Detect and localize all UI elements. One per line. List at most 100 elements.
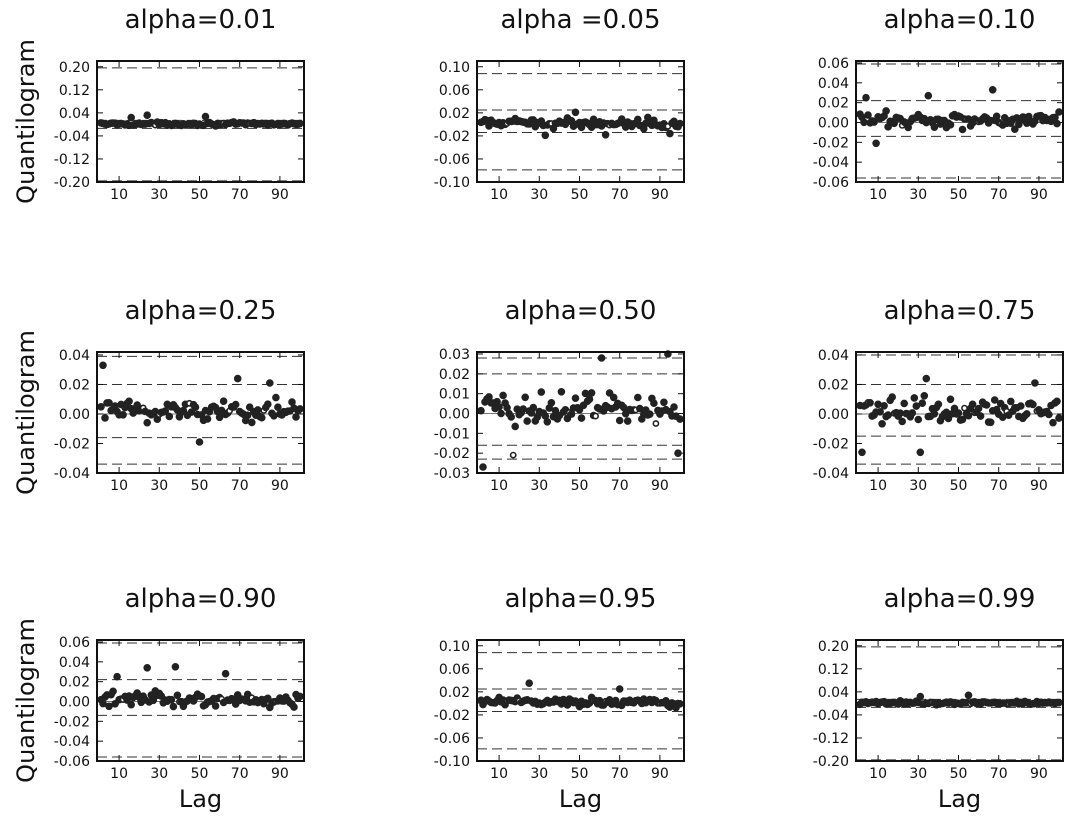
y-axis-label: Quantilogram xyxy=(12,39,40,204)
data-point xyxy=(884,411,892,419)
data-point xyxy=(986,418,995,427)
y-tick-label: 0.02 xyxy=(59,675,90,691)
data-point xyxy=(119,410,127,419)
data-point xyxy=(974,404,983,413)
data-point xyxy=(666,129,674,138)
y-tick-label: -0.04 xyxy=(54,129,90,145)
data-point xyxy=(946,395,955,404)
x-tick-label: 30 xyxy=(909,478,927,494)
x-tick-label: 70 xyxy=(231,478,249,494)
data-point xyxy=(601,131,610,139)
data-point xyxy=(858,448,866,457)
y-tick-label: -0.10 xyxy=(434,175,470,191)
data-point xyxy=(296,405,304,413)
x-tick-label: 70 xyxy=(231,187,249,203)
data-point xyxy=(1053,119,1061,128)
data-point xyxy=(676,699,684,708)
y-tick-label: 0.04 xyxy=(59,348,90,364)
x-tick-label: 70 xyxy=(990,478,1008,494)
data-point xyxy=(543,417,552,426)
y-tick-label: 0.00 xyxy=(818,407,849,423)
data-point xyxy=(942,408,951,417)
data-point xyxy=(105,702,113,711)
x-tick-label: 30 xyxy=(150,478,168,494)
y-tick-label: 0.04 xyxy=(818,76,849,92)
data-point xyxy=(1016,402,1025,410)
chart-title: alpha=0.90 xyxy=(125,584,277,614)
x-tick-label: 10 xyxy=(110,478,128,494)
y-tick-label: -0.04 xyxy=(54,466,90,482)
chart-title: alpha=0.10 xyxy=(884,5,1036,35)
data-point xyxy=(581,389,590,398)
y-tick-label: -0.02 xyxy=(434,708,470,724)
data-point xyxy=(263,400,272,409)
plot-frame xyxy=(476,60,685,183)
y-axis-label: Quantilogram xyxy=(12,330,40,495)
x-tick-label: 70 xyxy=(611,478,629,494)
data-point xyxy=(105,398,113,407)
plot-frame xyxy=(96,639,305,762)
data-point xyxy=(109,687,117,696)
chart-title: alpha=0.75 xyxy=(884,296,1036,326)
x-tick-label: 50 xyxy=(950,478,968,494)
x-tick-label: 10 xyxy=(490,766,508,782)
x-tick-label: 30 xyxy=(530,478,548,494)
data-point xyxy=(1053,397,1061,406)
y-tick-label: -0.06 xyxy=(434,731,470,747)
chart-panel-9: alpha=0.99 Lag 0.20 0.12 0.04 -0.04 -0.12 -0.20… xyxy=(813,584,1064,813)
x-axis-label: Lag xyxy=(179,785,222,813)
x-tick-label: 10 xyxy=(869,478,887,494)
x-tick-label: 50 xyxy=(191,478,209,494)
data-point xyxy=(930,123,939,132)
data-point xyxy=(670,403,678,411)
data-point xyxy=(674,449,682,458)
y-tick-label: 0.03 xyxy=(439,347,470,363)
y-tick-label: -0.04 xyxy=(813,155,849,171)
data-point xyxy=(274,403,282,412)
data-point xyxy=(912,402,921,410)
y-tick-label: -0.03 xyxy=(434,466,470,482)
x-tick-label: 70 xyxy=(231,766,249,782)
data-point xyxy=(1049,418,1057,427)
data-point xyxy=(872,139,880,148)
x-tick-label: 30 xyxy=(530,187,548,203)
data-point xyxy=(898,417,907,426)
data-point xyxy=(99,361,107,370)
data-point xyxy=(99,699,107,708)
chart-title: alpha=0.95 xyxy=(505,584,657,614)
data-point xyxy=(169,702,178,711)
chart-title: alpha=0.01 xyxy=(125,5,277,35)
data-point xyxy=(288,398,296,406)
x-tick-label: 90 xyxy=(271,766,289,782)
data-point xyxy=(143,418,152,427)
data-point xyxy=(944,414,953,423)
data-point xyxy=(1031,379,1039,387)
chart-title: alpha=0.99 xyxy=(884,584,1036,614)
data-point xyxy=(477,406,485,415)
y-tick-label: 0.10 xyxy=(439,60,470,76)
data-point xyxy=(499,391,507,400)
x-tick-label: 50 xyxy=(950,766,968,782)
y-tick-label: -0.06 xyxy=(813,175,849,191)
data-point xyxy=(529,403,538,412)
data-point xyxy=(988,86,997,94)
data-point xyxy=(916,448,925,457)
data-point xyxy=(173,691,182,700)
plot-frame xyxy=(855,351,1064,474)
data-point xyxy=(916,692,925,701)
data-point xyxy=(127,700,136,709)
chart-panel-6: alpha=0.75 0.04 0.02 0.00 -0.02 -0.04 10 30 50 70… xyxy=(813,296,1064,494)
x-tick-label: 10 xyxy=(110,766,128,782)
data-point xyxy=(918,399,927,408)
data-point xyxy=(265,379,274,387)
x-tick-label: 50 xyxy=(191,187,209,203)
x-tick-label: 10 xyxy=(490,478,508,494)
data-point xyxy=(633,393,642,402)
data-point xyxy=(525,679,534,688)
data-point xyxy=(930,409,939,418)
data-point xyxy=(113,672,121,681)
data-point xyxy=(571,108,580,117)
data-point xyxy=(165,412,174,421)
data-point xyxy=(523,417,532,425)
data-point xyxy=(585,395,594,404)
